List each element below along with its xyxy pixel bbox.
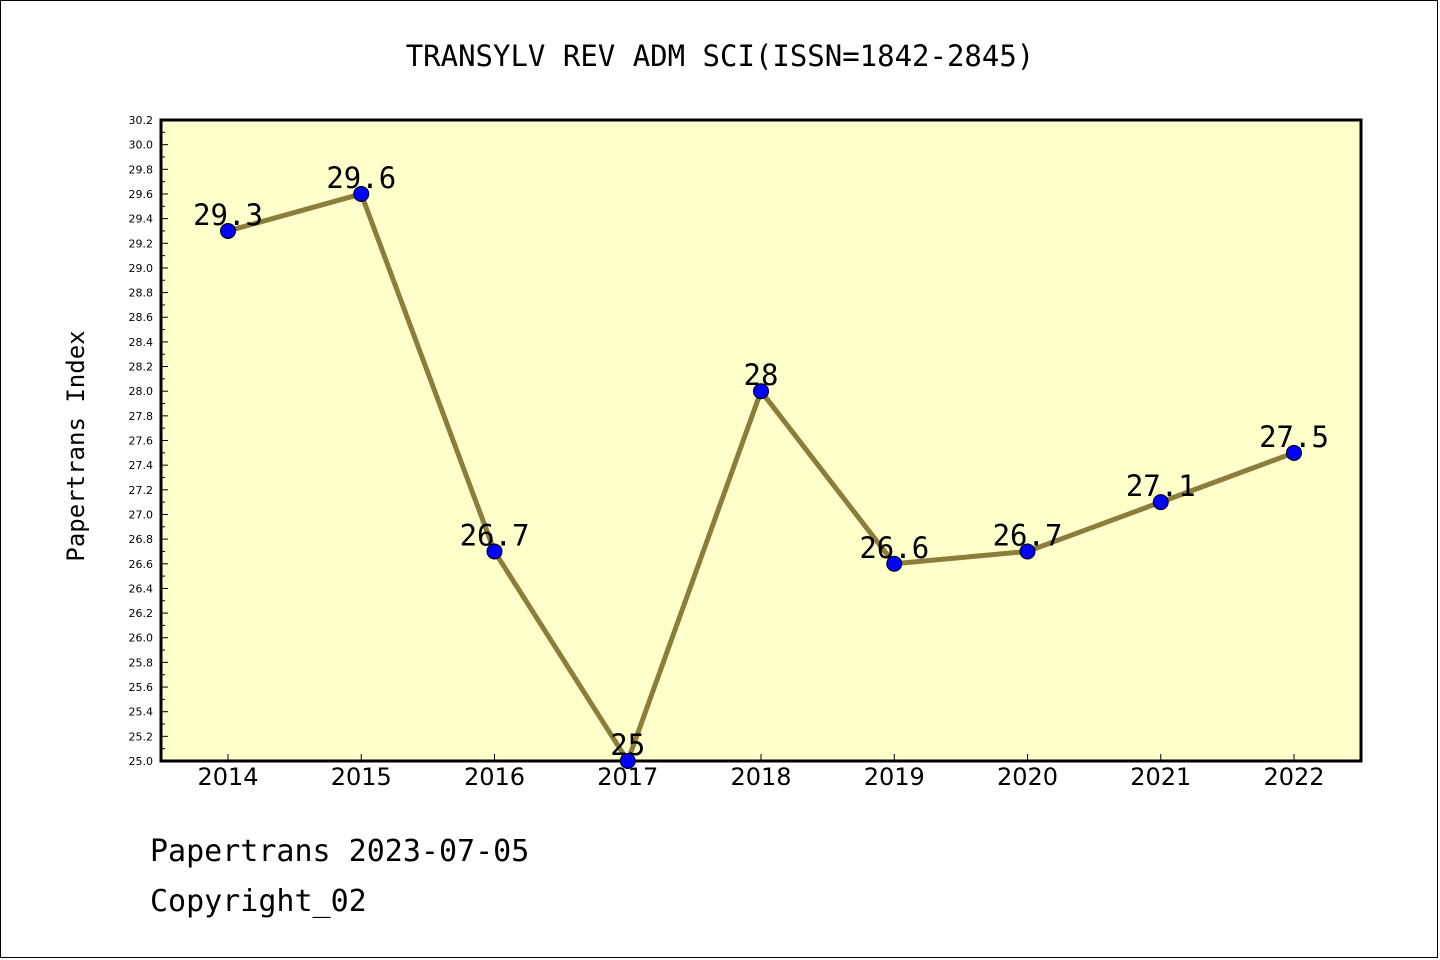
data-point — [886, 555, 903, 572]
data-label: 29.6 — [326, 161, 396, 195]
data-point — [619, 753, 636, 769]
x-tick-label: 2022 — [1263, 763, 1324, 791]
data-point — [1019, 543, 1036, 560]
chart-title: TRANSYLV REV ADM SCI(ISSN=1842-2845) — [406, 39, 1035, 73]
footer-date: Papertrans 2023-07-05 — [150, 834, 530, 869]
y-tick-label: 28.4 — [129, 336, 154, 349]
data-label: 25 — [610, 728, 645, 762]
y-axis-label: Papertrans Index — [62, 330, 90, 561]
y-tick-label: 25.2 — [129, 730, 154, 743]
data-label: 26.7 — [460, 518, 530, 552]
data-label: 26.7 — [993, 518, 1063, 552]
data-point — [753, 383, 769, 400]
x-tick-label: 2016 — [464, 763, 525, 791]
y-tick-label: 29.4 — [129, 213, 154, 226]
x-tick-label: 2014 — [197, 763, 258, 791]
y-tick-label: 27.2 — [129, 484, 154, 497]
data-label: 27.5 — [1259, 420, 1329, 454]
y-tick-label: 28.8 — [129, 287, 154, 300]
data-point — [1152, 494, 1169, 511]
y-tick-label: 28.6 — [129, 311, 154, 324]
data-label: 26.6 — [859, 531, 929, 565]
y-tick-label: 27.6 — [129, 435, 154, 448]
y-tick-label: 25.4 — [129, 706, 154, 719]
plot-area: 25.0 25.2 25.4 25.6 25.8 26.0 26.2 26.4 26.6 26.8… — [129, 114, 1363, 791]
data-label: 27.1 — [1126, 469, 1196, 503]
y-tick-label: 27.4 — [129, 459, 154, 472]
y-tick-label: 26.4 — [129, 582, 154, 595]
data-point — [220, 222, 236, 239]
y-tick-label: 26.6 — [129, 558, 154, 571]
y-tick-label: 25.8 — [129, 656, 154, 669]
y-tick-label: 30.2 — [129, 114, 154, 127]
x-tick-label: 2020 — [997, 763, 1058, 791]
y-tick-label: 29.2 — [129, 237, 154, 250]
y-tick-label: 26.2 — [129, 607, 154, 620]
plot-background — [159, 118, 1363, 763]
x-tick-label: 2015 — [331, 763, 392, 791]
y-tick-label: 30.0 — [129, 139, 154, 152]
data-point — [1286, 444, 1302, 461]
footer-copyright: Copyright_02 — [150, 884, 367, 919]
x-tick-label: 2021 — [1130, 763, 1191, 791]
y-tick-label: 25.6 — [129, 681, 154, 694]
y-tick-label: 26.8 — [129, 533, 154, 546]
x-tick-label: 2019 — [864, 763, 925, 791]
y-tick-label: 26.0 — [129, 632, 154, 645]
data-label: 29.3 — [193, 198, 263, 232]
y-tick-label: 29.8 — [129, 163, 154, 176]
y-tick-label: 29.6 — [129, 188, 154, 201]
data-point — [486, 543, 503, 560]
data-point — [353, 185, 370, 202]
data-label: 28 — [744, 358, 779, 392]
x-tick-label: 2018 — [730, 763, 791, 791]
y-tick-label: 28.0 — [129, 385, 154, 398]
y-tick-label: 27.8 — [129, 410, 154, 423]
y-tick-label: 27.0 — [129, 508, 154, 521]
y-tick-label: 29.0 — [129, 262, 154, 275]
y-tick-label: 28.2 — [129, 361, 154, 374]
y-tick-label: 25.0 — [129, 755, 154, 768]
